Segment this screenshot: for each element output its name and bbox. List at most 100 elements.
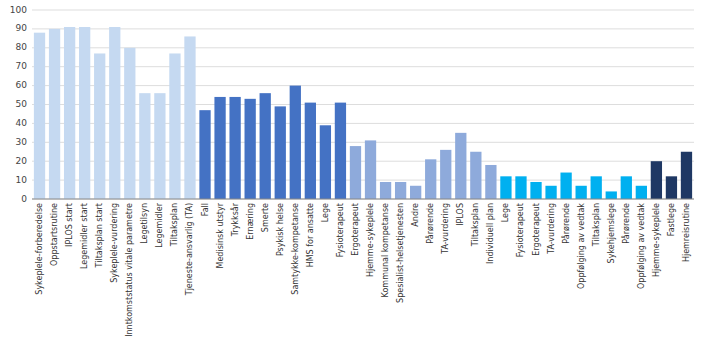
x-tick-label: Tiltaksplan xyxy=(592,203,601,247)
x-tick-label: Sykehjemslege xyxy=(607,203,616,263)
bar xyxy=(530,182,541,199)
y-tick-label: 70 xyxy=(16,61,28,71)
x-tick-label: Pårørende xyxy=(621,203,631,244)
grid xyxy=(32,10,694,199)
y-tick-label: 100 xyxy=(10,5,27,15)
y-tick-label: 30 xyxy=(16,137,28,147)
x-tick-label: Tiltaksplan start xyxy=(95,203,104,268)
bar xyxy=(591,176,602,199)
grid-line xyxy=(32,28,694,29)
x-tick-label: TA-vurdering xyxy=(547,203,556,255)
bar xyxy=(34,33,45,199)
x-tick-label: Oppfølging av vedtak xyxy=(637,203,646,289)
bar xyxy=(320,125,331,199)
bar xyxy=(94,53,105,199)
x-tick-label: Hjemme-sykeplele xyxy=(652,203,661,277)
bar xyxy=(470,152,481,199)
grid-line xyxy=(32,10,694,11)
bar xyxy=(260,93,271,199)
x-tick-label: Fastlege xyxy=(667,203,676,236)
x-tick-label: TA-vurdering xyxy=(441,203,450,255)
grid-line xyxy=(32,199,694,200)
x-tick-label: Legemidler xyxy=(155,202,164,247)
bar xyxy=(365,140,376,199)
x-tick-label: HMS for ansatte xyxy=(306,203,315,267)
x-tick-label: Medisinsk utstyr xyxy=(216,202,225,268)
y-tick-label: 0 xyxy=(21,194,27,204)
x-tick-label: Lege xyxy=(321,203,330,222)
x-tick-label: Ernæring xyxy=(246,203,255,240)
bar xyxy=(199,110,210,199)
bar xyxy=(169,53,180,199)
x-tick-label: Legetilsyn xyxy=(140,203,149,244)
bar xyxy=(410,186,421,199)
y-tick-label: 10 xyxy=(16,175,28,185)
x-tick-label: Trykksår xyxy=(230,202,240,237)
bar xyxy=(576,186,587,199)
x-tick-label: Sykeplele-vurdering xyxy=(110,203,119,283)
x-tick-label: Tiltaksplan xyxy=(170,203,179,247)
bar xyxy=(440,150,451,199)
x-tick-label: Fysioterapeut xyxy=(516,203,525,257)
bar xyxy=(560,173,571,199)
bar xyxy=(621,176,632,199)
y-tick-label: 90 xyxy=(16,23,28,33)
bar xyxy=(395,182,406,199)
x-tick-label: Lege xyxy=(501,203,510,222)
bar xyxy=(290,86,301,199)
x-tick-label: Andre xyxy=(411,203,420,227)
x-tick-label: Fall xyxy=(201,203,210,216)
x-tick-label: Oppfølging av vedtak xyxy=(577,203,586,289)
x-tick-label: Psykisk helse xyxy=(276,203,285,256)
bar xyxy=(109,27,120,199)
bar xyxy=(214,97,225,199)
x-tick-label: Sykeplele-forberedelse xyxy=(35,203,44,295)
bar xyxy=(545,186,556,199)
y-tick-label: 80 xyxy=(16,42,28,52)
bar xyxy=(124,48,135,199)
bar xyxy=(335,103,346,199)
bar xyxy=(380,182,391,199)
bar xyxy=(606,191,617,199)
y-tick-label: 60 xyxy=(16,80,28,90)
x-tick-label: Legemidler start xyxy=(80,203,89,269)
bar xyxy=(305,103,316,199)
bar xyxy=(425,159,436,199)
chart-container: 0102030405060708090100Sykeplele-forbered… xyxy=(0,0,702,351)
y-tick-label: 50 xyxy=(16,99,28,109)
x-tick-label: Oppstartsrutine xyxy=(50,203,59,266)
bar xyxy=(485,165,496,199)
bar xyxy=(500,176,511,199)
bar xyxy=(79,27,90,199)
bar xyxy=(139,93,150,199)
bars xyxy=(34,27,692,199)
bar xyxy=(636,186,647,199)
x-tick-label: Pårørende xyxy=(561,203,571,244)
bar xyxy=(275,106,286,199)
x-axis-line xyxy=(32,199,694,200)
y-tick-label: 20 xyxy=(16,156,28,166)
bar xyxy=(666,176,677,199)
bar xyxy=(154,93,165,199)
y-axis: 0102030405060708090100 xyxy=(10,5,27,204)
x-tick-label: Pårørende xyxy=(425,203,435,244)
x-tick-label: IPLOS start xyxy=(65,203,74,247)
bar xyxy=(515,176,526,199)
x-tick-label: Spesialist-helsetjenesten xyxy=(396,203,405,303)
x-tick-label: Individuell plan xyxy=(486,203,495,264)
x-tick-label: Inntkomststatus vitale parametre xyxy=(125,203,134,337)
bar xyxy=(245,99,256,199)
bar xyxy=(681,152,692,199)
x-tick-label: Samtykke-kompetanse xyxy=(291,203,300,295)
bar xyxy=(64,27,75,199)
x-tick-label: Hjemreisrutine xyxy=(682,203,691,262)
x-tick-label: Kommunal kompetanse xyxy=(381,203,390,297)
bar xyxy=(455,133,466,199)
x-tick-label: IPLOS xyxy=(456,203,465,226)
x-axis: Sykeplele-forberedelse Oppstartsrutine IPL… xyxy=(35,202,691,337)
x-tick-label: Tiltaksplan xyxy=(471,203,480,247)
x-tick-label: Hjemme-sykeplele xyxy=(366,203,375,277)
bar xyxy=(651,161,662,199)
chart: 0102030405060708090100Sykeplele-forbered… xyxy=(0,0,702,351)
x-tick-label: Smerte xyxy=(261,203,270,232)
